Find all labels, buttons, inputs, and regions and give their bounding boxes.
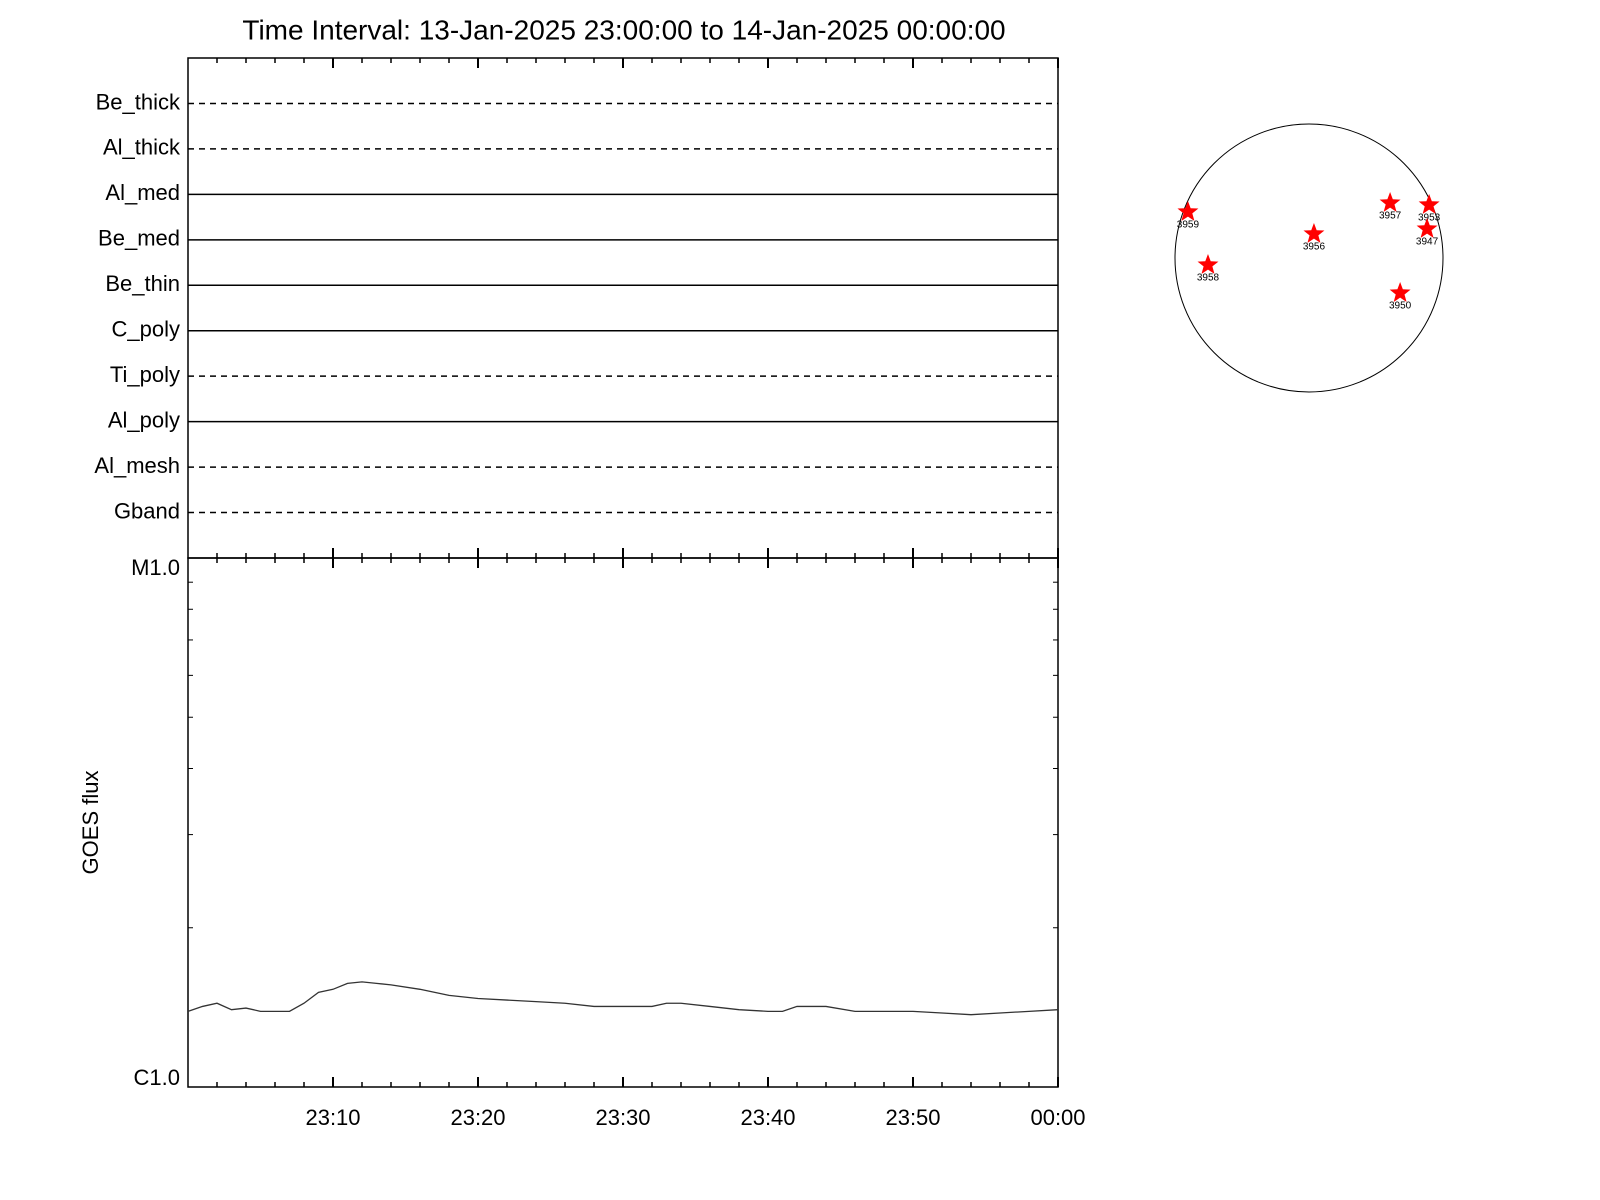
active-region-label: 3958 [1197, 273, 1220, 284]
channel-label: Gband [114, 498, 180, 523]
x-tick-label: 23:10 [305, 1105, 360, 1130]
active-region-marker [1418, 193, 1440, 214]
goes-flux-line [187, 981, 1059, 1016]
channel-label: Be_thin [105, 271, 180, 296]
active-region-marker [1197, 254, 1219, 274]
active-region-label: 3953 [1418, 213, 1441, 224]
active-region-marker [1303, 222, 1325, 243]
active-region-label: 3947 [1416, 237, 1439, 248]
active-region-label: 3956 [1303, 242, 1326, 253]
y-tick-label: M1.0 [131, 555, 180, 580]
active-region-label: 3950 [1389, 301, 1412, 312]
channel-label: Al_med [105, 180, 180, 205]
active-region-marker [1389, 282, 1411, 302]
x-tick-label: 23:20 [450, 1105, 505, 1130]
y-tick-label: C1.0 [134, 1065, 180, 1090]
channel-label: Ti_poly [110, 362, 180, 387]
x-tick-label: 00:00 [1030, 1105, 1085, 1130]
solar-disk [1174, 123, 1444, 393]
active-region-label: 3957 [1379, 211, 1402, 222]
channel-label: Al_mesh [94, 453, 180, 478]
x-tick-label: 23:40 [740, 1105, 795, 1130]
active-region-marker [1416, 218, 1438, 238]
channel-label: Be_thick [96, 89, 181, 114]
x-tick-label: 23:50 [885, 1105, 940, 1130]
panel-frame [187, 57, 1059, 559]
channel-label: C_poly [112, 317, 180, 342]
active-region-marker [1177, 200, 1199, 221]
y-axis-label: GOES flux [78, 771, 103, 875]
active-region-label: 3959 [1177, 220, 1200, 231]
channel-label: Be_med [98, 226, 180, 251]
chart-title: Time Interval: 13-Jan-2025 23:00:00 to 1… [242, 14, 1005, 45]
active-region-marker [1379, 192, 1401, 212]
channel-label: Al_poly [108, 407, 180, 432]
channel-label: Al_thick [103, 135, 181, 160]
x-tick-label: 23:30 [595, 1105, 650, 1130]
panel-frame [187, 557, 1059, 1088]
